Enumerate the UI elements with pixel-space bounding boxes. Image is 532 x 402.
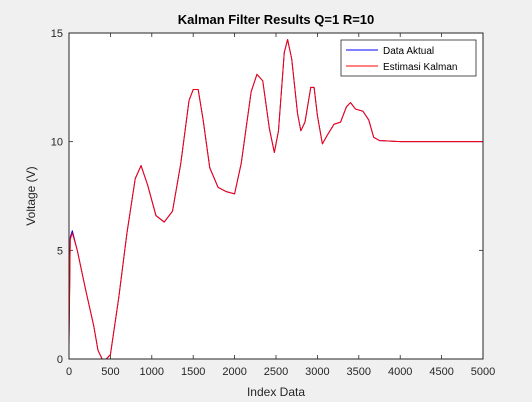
y-tick-label: 15: [51, 28, 63, 40]
legend-box: [340, 39, 477, 77]
x-tick-label: 5000: [471, 366, 495, 378]
chart-title: Kalman Filter Results Q=1 R=10: [178, 12, 375, 27]
x-tick-label: 500: [101, 366, 119, 378]
x-tick-label: 1500: [181, 366, 205, 378]
legend-label-estimasi-kalman: Estimasi Kalman: [383, 62, 457, 73]
legend-label-data-aktual: Data Aktual: [383, 46, 434, 57]
x-tick-label: 4000: [388, 366, 412, 378]
x-axis-label: Index Data: [247, 385, 305, 399]
x-tick-label: 2000: [222, 366, 246, 378]
plot-area: [69, 33, 483, 359]
x-tick-label: 4500: [429, 366, 453, 378]
y-tick-label: 10: [51, 137, 63, 149]
y-tick-label: 0: [57, 354, 63, 366]
plot-frame: [68, 32, 484, 360]
x-tick-label: 2500: [264, 366, 288, 378]
series-line-estimasi-kalman: [68, 39, 483, 360]
x-tick-label: 1000: [140, 366, 164, 378]
y-tick-label: 5: [57, 245, 63, 257]
x-tick-label: 0: [66, 366, 72, 378]
x-tick-label: 3000: [305, 366, 329, 378]
series-group: [68, 39, 483, 360]
x-ticks: 0 500 1000 1500 2000 2500 3000 3500 4000 4500 5000: [66, 33, 495, 378]
y-axis-label: Voltage (V): [24, 166, 38, 225]
x-tick-label: 3500: [347, 366, 371, 378]
legend: Data Aktual Estimasi Kalman: [340, 39, 477, 77]
